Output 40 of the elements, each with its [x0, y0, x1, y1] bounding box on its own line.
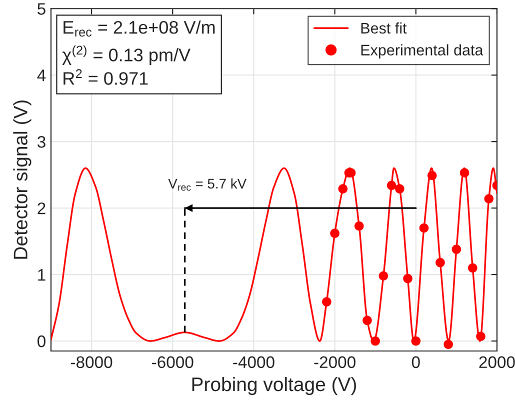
x-axis-title: Probing voltage (V)	[192, 376, 356, 396]
y-tick-label: 4	[37, 70, 46, 82]
point	[338, 184, 348, 194]
annotation: E$_{rec}$ = 2.1e+08 V/m	[64, 20, 215, 37]
point	[370, 336, 380, 346]
point	[436, 258, 445, 268]
x-tick-label: -8000	[70, 356, 112, 368]
point	[476, 332, 486, 342]
point	[452, 244, 462, 254]
point	[444, 340, 453, 350]
point	[330, 228, 340, 238]
annotation: V$_{rec}$ = 5.7 kV	[168, 178, 247, 191]
point	[362, 316, 372, 326]
point	[322, 297, 332, 306]
annotation: R$^{2}$ = 0.971	[64, 69, 148, 85]
y-tick-label: 2	[38, 202, 46, 214]
x-tick-label: 0	[412, 356, 420, 368]
point	[468, 263, 478, 273]
point	[354, 221, 364, 231]
point	[484, 194, 494, 204]
y-tick-label: 0	[38, 335, 46, 348]
x-tick-label: -4000	[233, 356, 274, 368]
point	[395, 184, 404, 194]
legend-label: Best fit	[361, 22, 407, 34]
annotation: χ$^{(2)}$ = 0.13 pm/V	[62, 45, 190, 65]
x-tick-label: 2000	[479, 356, 515, 368]
y-tick-label: 5	[38, 3, 46, 15]
legend-label: Experimental data	[361, 44, 484, 59]
x-tick-label: -2000	[314, 356, 356, 368]
point	[427, 170, 437, 180]
point	[378, 271, 388, 281]
y-tick-label: 3	[37, 136, 46, 148]
point	[460, 168, 470, 178]
y-tick-label: 1	[38, 269, 46, 281]
point	[419, 223, 429, 233]
y-axis-title: Detector signal (V)	[13, 100, 32, 259]
point	[403, 274, 412, 284]
x-tick-label: -6000	[152, 356, 194, 368]
point	[386, 180, 396, 190]
point	[411, 336, 421, 346]
